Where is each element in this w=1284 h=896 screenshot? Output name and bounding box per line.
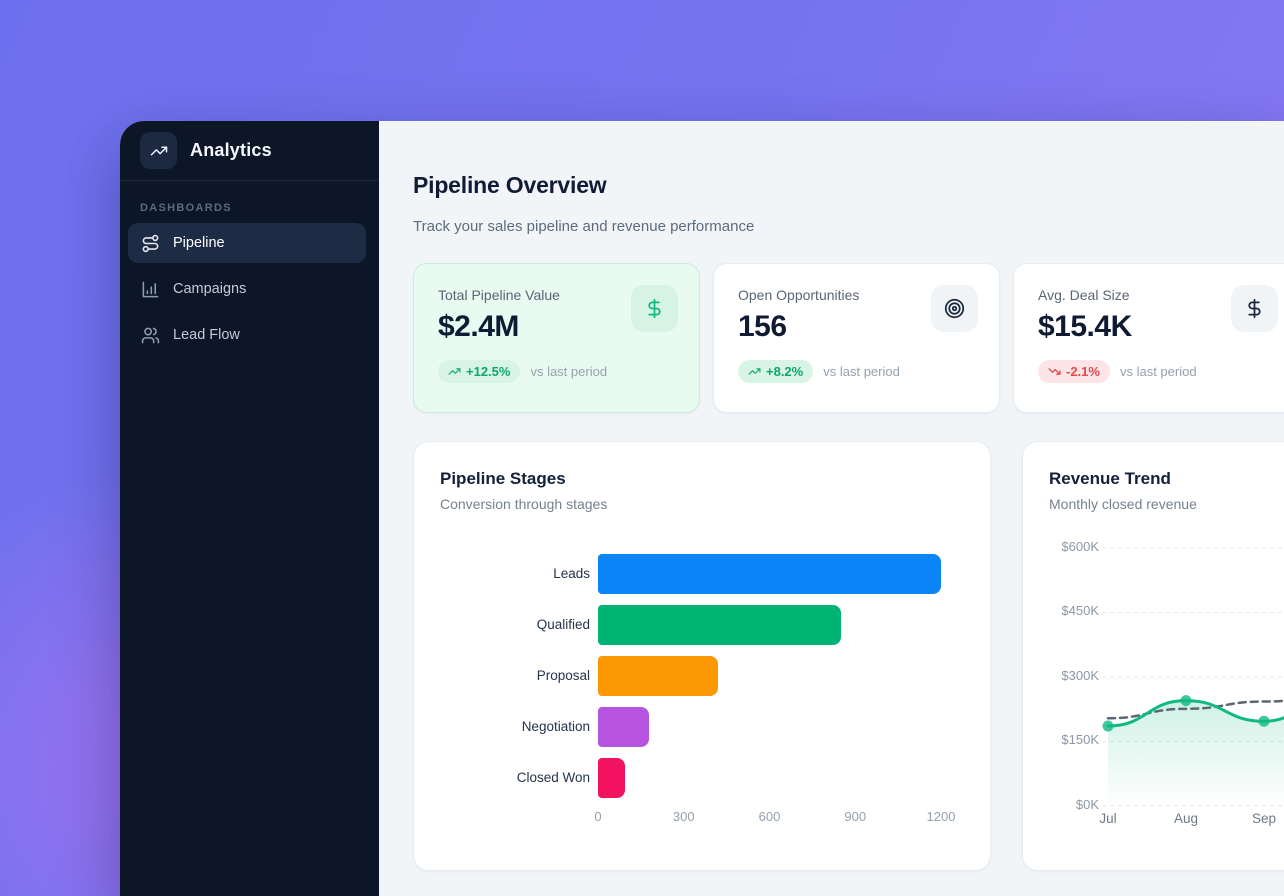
y-axis-label: $0K xyxy=(1075,796,1099,812)
y-axis-label: $300K xyxy=(1061,667,1099,683)
sidebar-item-label: Campaigns xyxy=(173,281,247,297)
kpi-label: Open Opportunities xyxy=(738,286,860,303)
page-title: Pipeline Overview xyxy=(413,172,607,199)
y-axis-label: $450K xyxy=(1061,603,1099,619)
x-axis-label: Jul xyxy=(1099,810,1117,826)
x-axis-tick: 1200 xyxy=(926,808,956,824)
x-axis-tick: 600 xyxy=(758,808,781,824)
sidebar-section-label: DASHBOARDS xyxy=(140,202,232,214)
page-subtitle: Track your sales pipeline and revenue pe… xyxy=(413,217,755,235)
revenue-trend-subtitle: Monthly closed revenue xyxy=(1049,495,1197,512)
pipeline-stages-chart: Leads Qualified Proposal Negotiation Closed … xyxy=(440,553,964,798)
stage-label: Closed Won xyxy=(516,769,590,785)
kpi-change-value: +12.5% xyxy=(466,363,511,379)
kpi-card-open-opportunities: Open Opportunities 156 +8.2% vs last period xyxy=(713,262,1000,413)
kpi-change-badge: +8.2% xyxy=(738,359,814,383)
revenue-line[interactable] xyxy=(1106,690,1284,728)
stage-row-qualified: Qualified xyxy=(440,604,964,645)
stage-row-closed-won: Closed Won xyxy=(440,757,964,798)
x-axis-label: Aug xyxy=(1173,810,1199,826)
revenue-trend-svg xyxy=(1102,547,1284,807)
pipeline-stages-x-axis: 0 300 600 900 1200 xyxy=(594,808,964,827)
x-axis-tick: 300 xyxy=(672,808,695,824)
pipeline-stages-subtitle: Conversion through stages xyxy=(440,495,608,512)
sidebar-nav: Pipeline Campaigns Lead Flow xyxy=(120,223,379,361)
stage-bar-negotiation[interactable] xyxy=(598,706,650,747)
kpi-change-value: +8.2% xyxy=(766,363,804,379)
sidebar-item-lead-flow[interactable]: Lead Flow xyxy=(128,315,366,355)
users-icon xyxy=(141,326,160,345)
kpi-footer: +8.2% vs last period xyxy=(738,359,975,383)
kpi-value: $2.4M xyxy=(438,309,519,343)
kpi-compare-text: vs last period xyxy=(1119,363,1197,379)
analytics-logo-icon xyxy=(140,132,177,169)
stage-row-negotiation: Negotiation xyxy=(440,706,964,747)
trending-up-icon xyxy=(748,365,761,378)
stage-label: Qualified xyxy=(536,616,590,632)
dollar-sign-icon xyxy=(644,298,665,319)
y-axis-label: $600K xyxy=(1061,538,1099,554)
kpi-label: Avg. Deal Size xyxy=(1038,286,1130,303)
kpi-change-badge: -2.1% xyxy=(1038,359,1110,383)
app-window: Analytics DASHBOARDS Pipeline Campaigns Le… xyxy=(120,121,1284,896)
brand-name: Analytics xyxy=(190,140,272,160)
stage-bar-closed-won[interactable] xyxy=(598,757,626,798)
brand-header: Analytics xyxy=(120,121,379,181)
kpi-icon-chip xyxy=(931,284,978,332)
kpi-footer: -2.1% vs last period xyxy=(1038,359,1275,383)
trending-down-icon xyxy=(1048,365,1061,378)
kpi-card-avg-deal-size: Avg. Deal Size $15.4K -2.1% vs last period xyxy=(1013,262,1284,413)
revenue-trend-title: Revenue Trend xyxy=(1049,468,1171,488)
revenue-trend-card: Revenue Trend Monthly closed revenue $0K… xyxy=(1022,440,1284,871)
y-axis-label: $150K xyxy=(1061,732,1099,748)
sidebar-item-pipeline[interactable]: Pipeline xyxy=(128,223,366,263)
stage-bar-leads[interactable] xyxy=(598,553,941,594)
charts-row: Pipeline Stages Conversion through stage… xyxy=(413,440,1284,871)
kpi-card-total-pipeline-value: Total Pipeline Value $2.4M +12.5% vs last p… xyxy=(413,262,700,413)
stage-bar-proposal[interactable] xyxy=(598,655,719,696)
stage-row-proposal: Proposal xyxy=(440,655,964,696)
stage-label: Negotiation xyxy=(521,718,590,734)
kpi-value: 156 xyxy=(738,309,787,343)
kpi-icon-chip xyxy=(631,284,678,332)
sidebar-item-label: Lead Flow xyxy=(173,327,240,343)
kpi-icon-chip xyxy=(1231,284,1278,332)
stage-label: Proposal xyxy=(536,667,590,683)
revenue-point-aug[interactable] xyxy=(1180,694,1192,706)
sidebar-item-label: Pipeline xyxy=(173,235,225,251)
stage-label: Leads xyxy=(553,565,590,581)
stage-row-leads: Leads xyxy=(440,553,964,594)
sidebar: Analytics DASHBOARDS Pipeline Campaigns Le… xyxy=(120,121,379,896)
kpi-compare-text: vs last period xyxy=(530,363,608,379)
trending-up-icon xyxy=(448,365,461,378)
kpi-label: Total Pipeline Value xyxy=(438,286,560,303)
revenue-point-jul[interactable] xyxy=(1102,720,1114,732)
bar-chart-icon xyxy=(141,280,160,299)
stage-bar-qualified[interactable] xyxy=(598,604,841,645)
kpi-row: Total Pipeline Value $2.4M +12.5% vs last p… xyxy=(413,262,1284,413)
main-content: Pipeline Overview Track your sales pipel… xyxy=(379,121,1284,896)
target-icon xyxy=(944,298,965,319)
revenue-point-sep[interactable] xyxy=(1258,715,1270,727)
revenue-area xyxy=(1108,700,1284,806)
kpi-change-value: -2.1% xyxy=(1066,363,1100,379)
x-axis-tick: 900 xyxy=(844,808,867,824)
kpi-compare-text: vs last period xyxy=(823,363,900,379)
dollar-sign-icon xyxy=(1244,298,1265,319)
pipeline-stages-card: Pipeline Stages Conversion through stage… xyxy=(413,440,991,871)
pipeline-stages-title: Pipeline Stages xyxy=(440,468,566,488)
route-icon xyxy=(141,234,160,253)
x-axis-tick: 0 xyxy=(594,808,602,824)
x-axis-label: Sep xyxy=(1251,810,1277,826)
kpi-change-badge: +12.5% xyxy=(438,359,521,383)
kpi-footer: +12.5% vs last period xyxy=(438,359,675,383)
kpi-value: $15.4K xyxy=(1038,309,1132,343)
sidebar-item-campaigns[interactable]: Campaigns xyxy=(128,269,366,309)
